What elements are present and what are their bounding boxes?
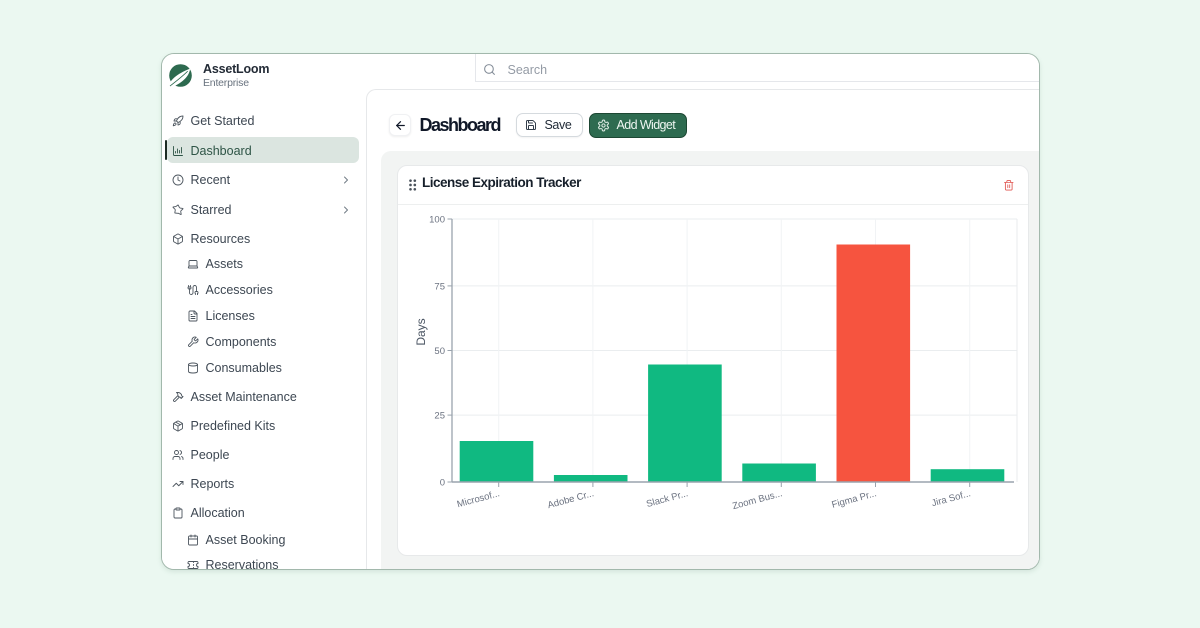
svg-text:50: 50 bbox=[434, 346, 445, 357]
svg-text:0: 0 bbox=[440, 477, 445, 488]
svg-text:Zoom Bus...: Zoom Bus... bbox=[731, 488, 783, 512]
svg-text:75: 75 bbox=[434, 281, 445, 292]
svg-text:Days: Days bbox=[414, 318, 428, 345]
svg-text:Slack Pr...: Slack Pr... bbox=[645, 488, 689, 510]
svg-text:Microsof...: Microsof... bbox=[456, 488, 501, 510]
svg-text:100: 100 bbox=[429, 214, 445, 225]
svg-text:25: 25 bbox=[434, 410, 445, 421]
svg-text:Adobe Cr...: Adobe Cr... bbox=[546, 488, 595, 511]
svg-text:Jira Sof...: Jira Sof... bbox=[930, 488, 972, 509]
svg-text:Figma Pr...: Figma Pr... bbox=[831, 488, 878, 511]
